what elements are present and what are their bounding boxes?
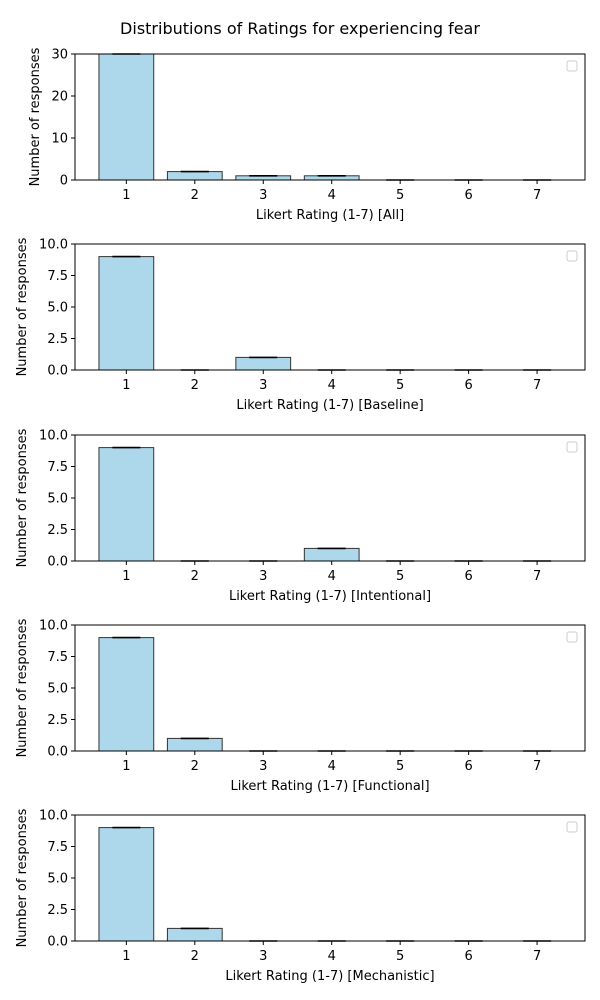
- chart-2-legend-box: [566, 250, 578, 262]
- chart-2-xtick-label-7: 7: [533, 378, 541, 393]
- chart-2-ytick-label-1: 2.5: [47, 332, 68, 347]
- chart-1-legend-box: [566, 60, 578, 72]
- chart-3-xlabel: Likert Rating (1-7) [Intentional]: [229, 589, 431, 604]
- chart-5-ytick-label-3: 7.5: [47, 840, 68, 855]
- chart-4-ylabel: Number of responses: [15, 618, 30, 757]
- chart-4-xtick-label-7: 7: [533, 759, 541, 774]
- chart-4-xtick-label-2: 2: [191, 759, 199, 774]
- chart-5-ytick-label-1: 2.5: [47, 903, 68, 918]
- chart-5-legend-box: [566, 821, 578, 833]
- chart-4-bar-1: [98, 637, 155, 752]
- chart-1-xtick-label-3: 3: [259, 188, 267, 203]
- chart-1-ytick-label-3: 30: [51, 48, 68, 63]
- chart-1-ytick-label-0: 0: [60, 174, 68, 189]
- chart-1-xtick-label-7: 7: [533, 188, 541, 203]
- chart-1-ytick-label-1: 10: [51, 132, 68, 147]
- chart-2-bar-1: [98, 256, 155, 371]
- chart-1-xtick-label-1: 1: [122, 188, 130, 203]
- chart-3-xtick-label-6: 6: [464, 569, 472, 584]
- chart-5-ylabel: Number of responses: [15, 808, 30, 947]
- chart-3-ylabel: Number of responses: [15, 428, 30, 567]
- chart-3-bar-1: [98, 447, 155, 562]
- chart-3-ytick-label-4: 10.0: [39, 429, 68, 444]
- chart-1-xlabel: Likert Rating (1-7) [All]: [256, 208, 404, 223]
- chart-2-xtick-label-4: 4: [328, 378, 336, 393]
- chart-4-ytick-label-1: 2.5: [47, 713, 68, 728]
- chart-1-bar-1: [98, 53, 155, 181]
- chart-4-bar-2: [166, 737, 223, 752]
- chart-2-ytick-label-0: 0.0: [47, 364, 68, 379]
- chart-2-ytick-label-2: 5.0: [47, 301, 68, 316]
- chart-4-xtick-label-3: 3: [259, 759, 267, 774]
- chart-3-ytick-label-2: 5.0: [47, 492, 68, 507]
- chart-2-ylabel: Number of responses: [15, 237, 30, 376]
- chart-2-xtick-label-2: 2: [191, 378, 199, 393]
- chart-4-xtick-label-5: 5: [396, 759, 404, 774]
- chart-1-xtick-label-2: 2: [191, 188, 199, 203]
- chart-4-ytick-label-2: 5.0: [47, 682, 68, 697]
- chart-1-ylabel: Number of responses: [28, 47, 43, 186]
- chart-4-ytick-label-4: 10.0: [39, 619, 68, 634]
- chart-5-xtick-label-3: 3: [259, 949, 267, 964]
- chart-5-xtick-label-6: 6: [464, 949, 472, 964]
- chart-3-xtick-label-5: 5: [396, 569, 404, 584]
- chart-1-xtick-label-5: 5: [396, 188, 404, 203]
- chart-3-ytick-label-0: 0.0: [47, 555, 68, 570]
- chart-2-xtick-label-3: 3: [259, 378, 267, 393]
- chart-2-bar-3: [235, 356, 292, 371]
- chart-3-bar-4: [303, 547, 360, 562]
- chart-1-xtick-label-6: 6: [464, 188, 472, 203]
- chart-4-xtick-label-6: 6: [464, 759, 472, 774]
- chart-3-xtick-label-7: 7: [533, 569, 541, 584]
- chart-5-ytick-label-4: 10.0: [39, 809, 68, 824]
- chart-2-xtick-label-6: 6: [464, 378, 472, 393]
- chart-5-ytick-label-0: 0.0: [47, 935, 68, 950]
- chart-1-xtick-label-4: 4: [328, 188, 336, 203]
- chart-5-bar-2: [166, 927, 223, 942]
- chart-2-xtick-label-1: 1: [122, 378, 130, 393]
- chart-5-bar-1: [98, 827, 155, 942]
- chart-3-legend-box: [566, 441, 578, 453]
- chart-4-xtick-label-1: 1: [122, 759, 130, 774]
- figure-title: Distributions of Ratings for experiencin…: [120, 19, 480, 38]
- chart-5-xtick-label-5: 5: [396, 949, 404, 964]
- chart-5-xlabel: Likert Rating (1-7) [Mechanistic]: [225, 969, 434, 984]
- chart-3-xtick-label-3: 3: [259, 569, 267, 584]
- chart-1-axes-frame: [74, 53, 586, 181]
- chart-3-xtick-label-4: 4: [328, 569, 336, 584]
- chart-4-xlabel: Likert Rating (1-7) [Functional]: [230, 779, 429, 794]
- chart-2-ytick-label-3: 7.5: [47, 269, 68, 284]
- chart-3-ytick-label-1: 2.5: [47, 523, 68, 538]
- chart-2-xtick-label-5: 5: [396, 378, 404, 393]
- chart-2-ytick-label-4: 10.0: [39, 238, 68, 253]
- chart-5-xtick-label-1: 1: [122, 949, 130, 964]
- chart-3-ytick-label-3: 7.5: [47, 460, 68, 475]
- chart-2-xlabel: Likert Rating (1-7) [Baseline]: [236, 398, 423, 413]
- chart-5-xtick-label-7: 7: [533, 949, 541, 964]
- chart-4-xtick-label-4: 4: [328, 759, 336, 774]
- chart-4-ytick-label-3: 7.5: [47, 650, 68, 665]
- chart-1-bar-2: [166, 171, 223, 181]
- chart-5-xtick-label-4: 4: [328, 949, 336, 964]
- chart-3-xtick-label-1: 1: [122, 569, 130, 584]
- chart-4-legend-box: [566, 631, 578, 643]
- chart-5-xtick-label-2: 2: [191, 949, 199, 964]
- chart-3-xtick-label-2: 2: [191, 569, 199, 584]
- chart-4-ytick-label-0: 0.0: [47, 745, 68, 760]
- chart-5-ytick-label-2: 5.0: [47, 872, 68, 887]
- chart-1-ytick-label-2: 20: [51, 90, 68, 105]
